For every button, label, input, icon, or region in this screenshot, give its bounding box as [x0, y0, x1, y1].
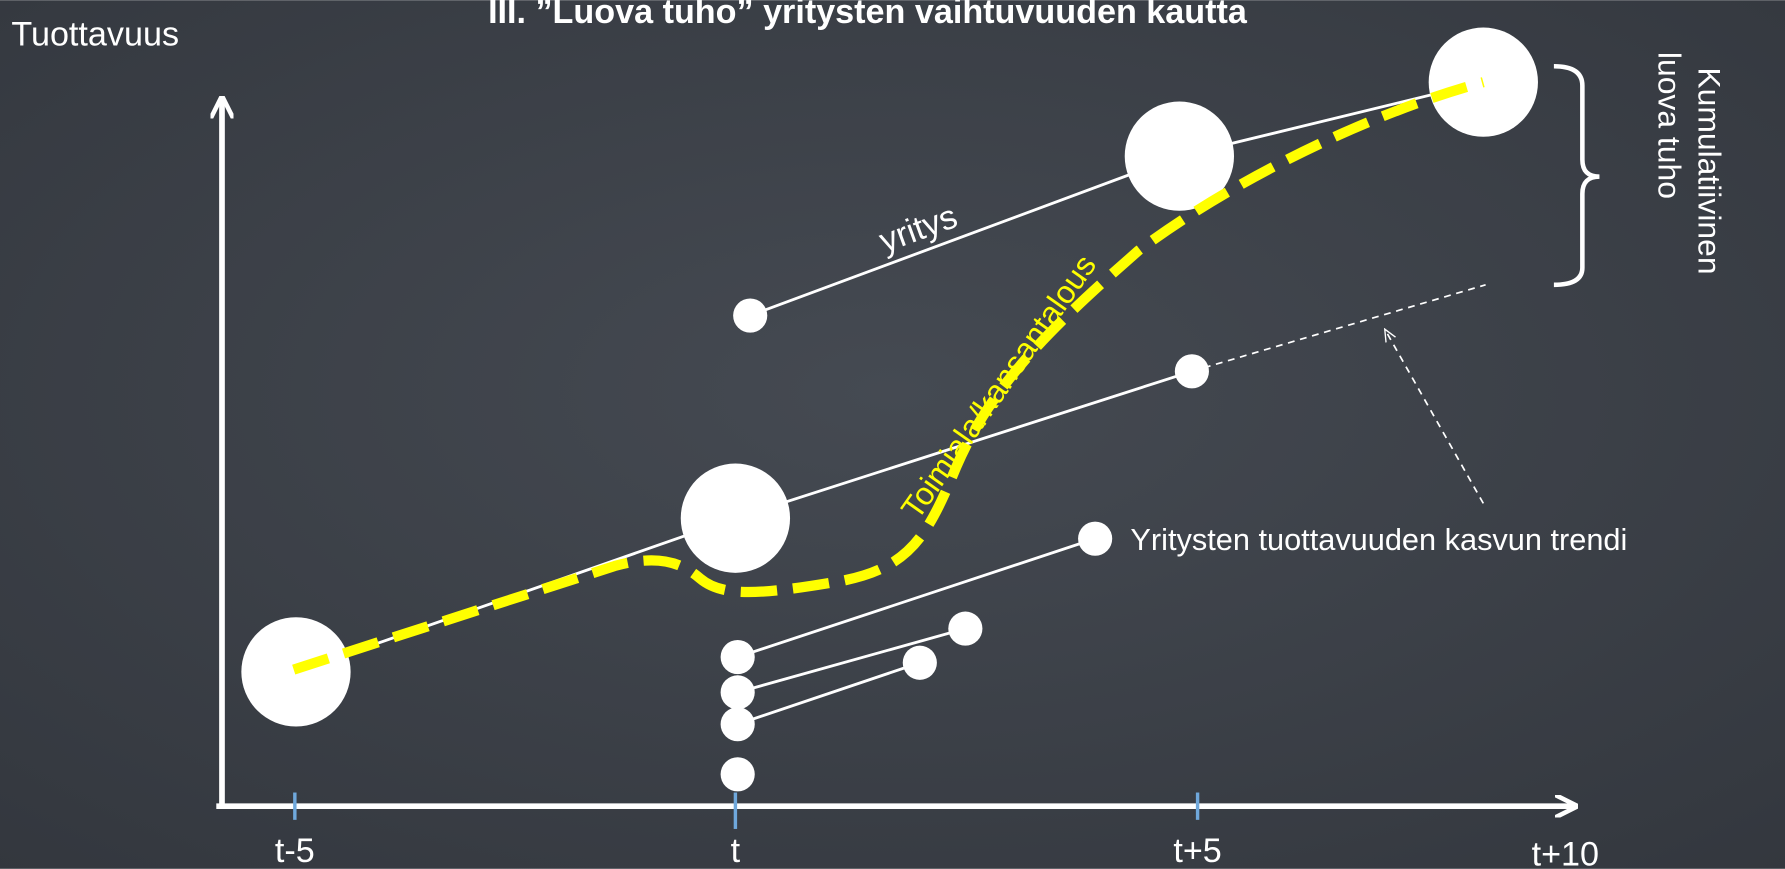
- x-tick-label: t+10: [1532, 835, 1599, 869]
- title: III. ”Luova tuho” yritysten vaihtuvuuden…: [488, 0, 1248, 31]
- industry-curve: [292, 77, 1485, 675]
- x-tick-label: t-5: [275, 832, 315, 869]
- trend-label: Yritysten tuottavuuden kasvun trendi: [1130, 522, 1627, 557]
- bracket: [1553, 63, 1600, 288]
- x-tick-label: t+5: [1173, 832, 1221, 869]
- cumulative-label: Kumulatiivinen: [1691, 67, 1727, 274]
- tick-marks: [293, 792, 1200, 829]
- y-axis-label: Tuottavuus: [11, 16, 179, 54]
- x-tick-label: t: [731, 832, 741, 869]
- cumulative-label: luova tuho: [1652, 52, 1688, 199]
- trend-line: [1191, 283, 1486, 373]
- trend-arrow: [1385, 330, 1485, 504]
